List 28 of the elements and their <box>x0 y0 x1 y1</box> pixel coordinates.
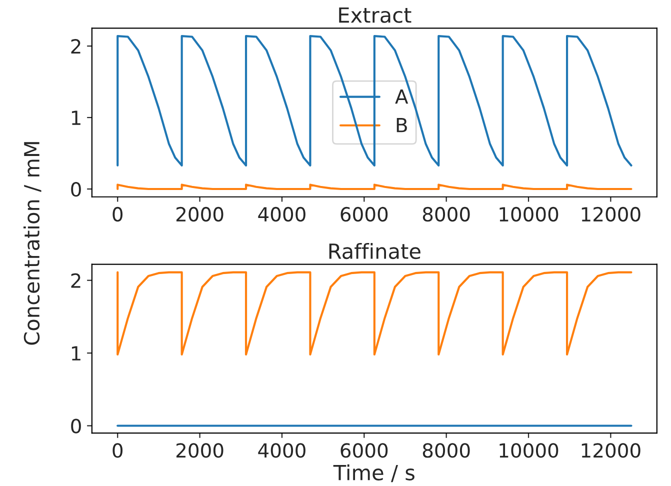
legend-label: B <box>396 118 407 132</box>
x-tick-label: 10000 <box>500 206 558 222</box>
x-tick-label: 4000 <box>258 206 306 222</box>
x-tick-label: 10000 <box>500 443 558 458</box>
x-tick-label: 6000 <box>340 443 388 458</box>
x-tick-label: 4000 <box>258 443 306 458</box>
x-tick-label: 12000 <box>582 206 640 222</box>
legend-label: A <box>395 89 408 104</box>
line-series <box>116 271 632 356</box>
x-tick-label: 0 <box>112 206 123 222</box>
line-series <box>116 35 632 166</box>
x-tick-label: 2000 <box>176 443 224 458</box>
y-tick-label: 1 <box>72 346 80 360</box>
y-tick-label: 2 <box>71 39 80 54</box>
chart-title: Raffinate <box>329 242 420 260</box>
y-axis-title: Concentration / mM <box>23 142 42 345</box>
x-tick-label: 2000 <box>176 206 224 222</box>
chart-title: Extract <box>339 7 412 23</box>
y-tick-label: 0 <box>71 418 81 434</box>
y-tick-label: 2 <box>71 273 80 288</box>
y-tick-label: 0 <box>71 182 81 197</box>
x-tick-label: 6000 <box>340 206 388 222</box>
y-tick-label: 1 <box>72 110 80 125</box>
x-tick-label: 8000 <box>422 206 470 222</box>
x-tick-label: 12000 <box>582 443 640 458</box>
x-tick-label: 8000 <box>422 443 470 458</box>
x-axis-title: Time / s <box>333 464 414 482</box>
x-tick-label: 0 <box>112 443 123 458</box>
